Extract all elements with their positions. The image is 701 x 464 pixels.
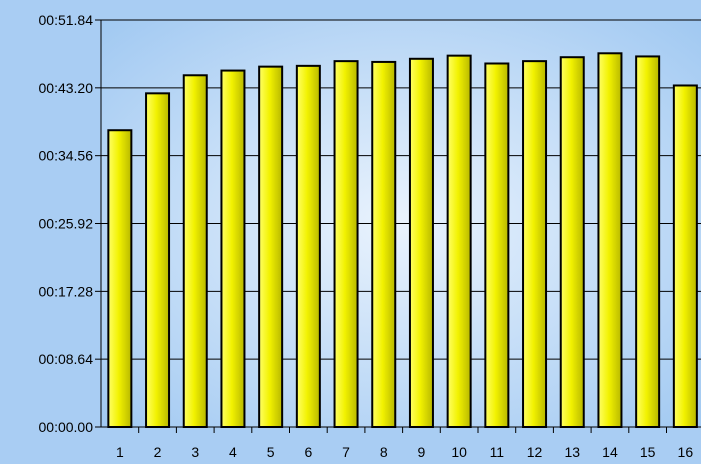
y-tick-label: 00:08.64 — [39, 351, 94, 367]
y-tick-label: 00:00.00 — [39, 419, 94, 435]
y-tick-label: 00:25.92 — [39, 216, 94, 232]
x-tick-label: 4 — [229, 444, 237, 460]
x-tick-label: 11 — [490, 444, 505, 460]
bar-14 — [597, 52, 623, 429]
x-tick-label: 16 — [678, 444, 694, 460]
x-tick-label: 9 — [418, 444, 426, 460]
x-tick-label: 6 — [304, 444, 312, 460]
bar-8 — [371, 60, 397, 428]
x-tick-label: 14 — [602, 444, 618, 460]
bar-1 — [107, 129, 133, 429]
x-tick-label: 8 — [380, 444, 388, 460]
x-tick-label: 10 — [451, 444, 467, 460]
bar-4 — [220, 69, 246, 429]
x-tick-labels: 1 2 3 4 5 6 7 8 9 10 11 12 13 14 15 16 — [116, 444, 693, 460]
bar-13 — [559, 56, 585, 429]
y-tick-labels: 00:00.00 00:08.64 00:17.28 00:25.92 00:34.56… — [39, 12, 94, 435]
bar-16 — [672, 84, 698, 429]
y-tick-label: 00:51.84 — [39, 12, 94, 28]
x-tick-label: 2 — [154, 444, 162, 460]
y-tick-label: 00:34.56 — [39, 148, 94, 164]
x-tick-label: 3 — [191, 444, 199, 460]
y-tick-label: 00:43.20 — [39, 80, 94, 96]
bar-15 — [635, 55, 661, 428]
bar-9 — [408, 57, 434, 429]
bar-10 — [446, 54, 472, 429]
x-tick-label: 13 — [564, 444, 580, 460]
x-tick-label: 15 — [640, 444, 656, 460]
bar-5 — [258, 65, 284, 429]
bar-12 — [522, 60, 548, 429]
x-tick-label: 7 — [342, 444, 350, 460]
x-tick-label: 5 — [267, 444, 275, 460]
bar-2 — [145, 92, 171, 428]
bar-7 — [333, 60, 359, 429]
axes — [95, 19, 701, 433]
bar-3 — [182, 74, 208, 428]
bar-6 — [295, 64, 321, 428]
x-tick-label: 1 — [116, 444, 124, 460]
bar-11 — [484, 62, 510, 428]
y-tick-label: 00:17.28 — [39, 283, 94, 299]
x-tick-label: 12 — [527, 444, 543, 460]
